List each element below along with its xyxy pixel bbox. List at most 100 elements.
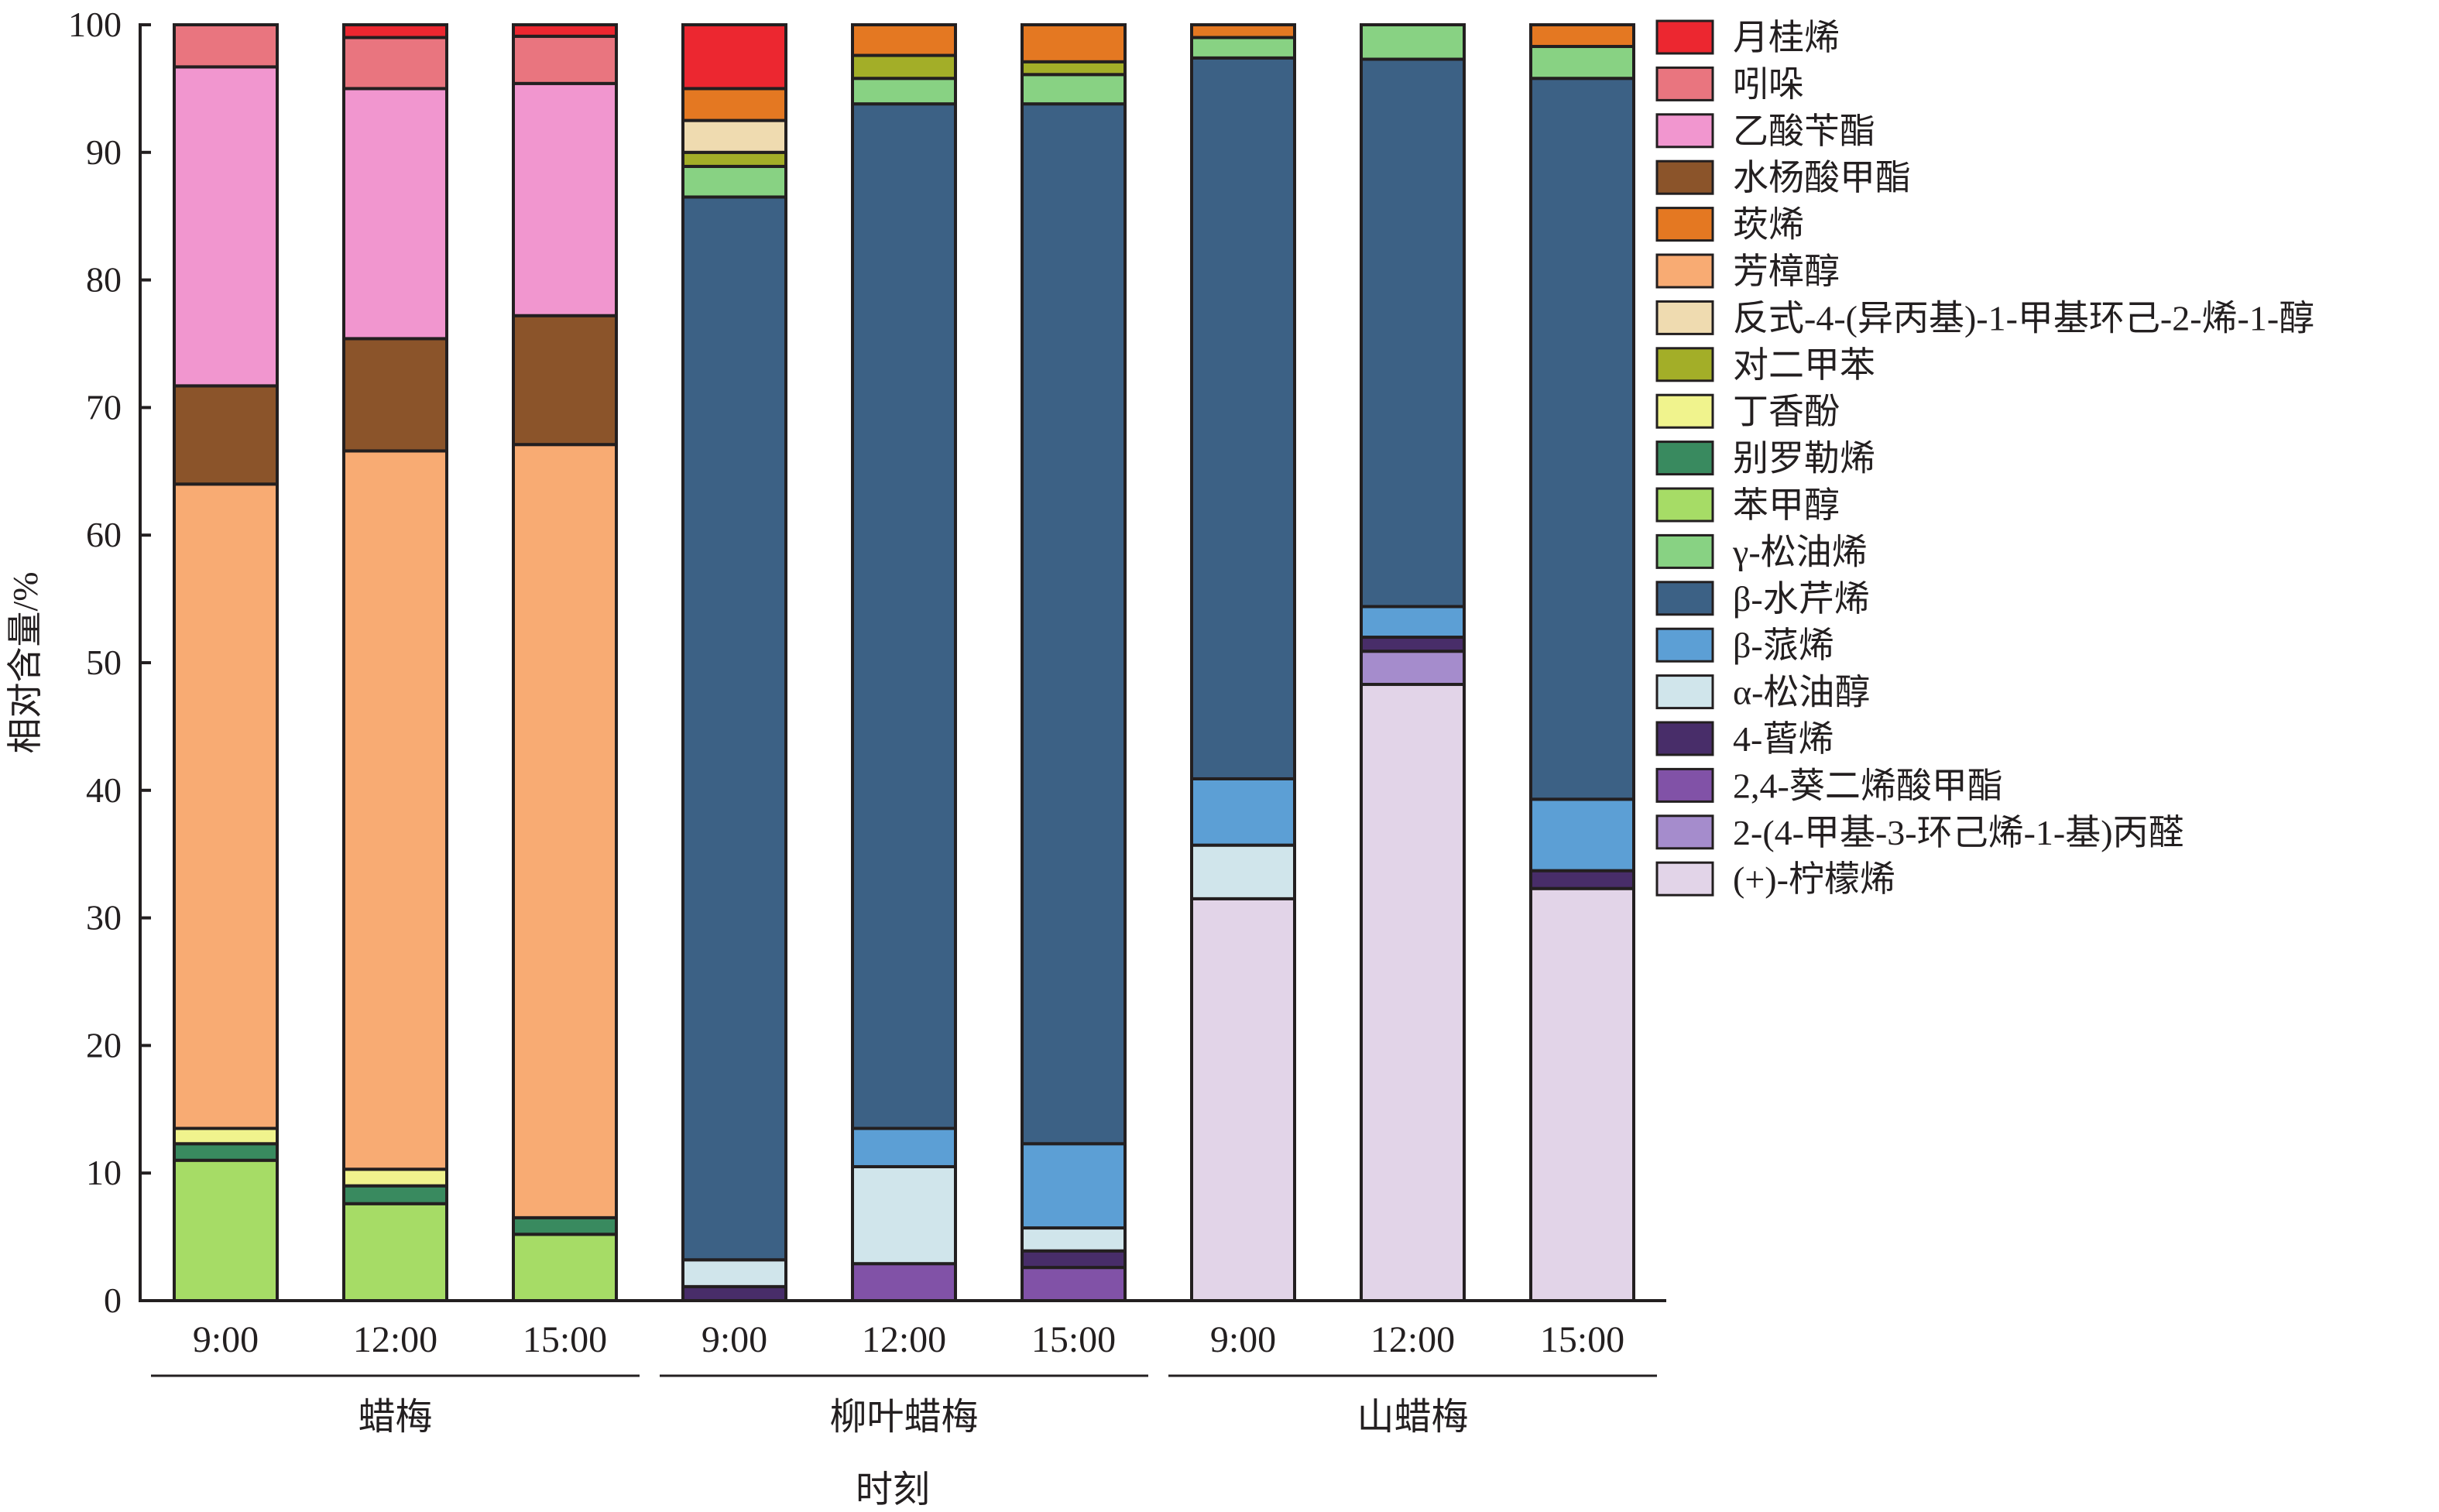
legend-swatch [1655, 533, 1714, 569]
legend-swatch [1655, 300, 1714, 335]
bar-segment [512, 443, 618, 1219]
legend-swatch [1655, 207, 1714, 242]
bar-segment [1360, 683, 1466, 1302]
bar-segment [1021, 60, 1127, 77]
bar-segment [1021, 1266, 1127, 1302]
bar-segment [512, 34, 618, 85]
legend-label: α-松油醇 [1733, 673, 1870, 712]
bar-segment [681, 87, 787, 122]
y-tick-label: 40 [86, 770, 122, 810]
bar-segment [851, 1262, 957, 1303]
legend-label: 吲哚 [1733, 64, 1804, 104]
bar-segment [1360, 636, 1466, 653]
legend-swatch [1655, 861, 1714, 897]
bar-segment [1529, 45, 1635, 81]
bar-segment [851, 77, 957, 106]
legend-label: 反式-4-(异丙基)-1-甲基环己-2-烯-1-醇 [1733, 298, 2314, 338]
bar-segment [173, 65, 279, 388]
legend-swatch [1655, 627, 1714, 663]
legend-item: 芳樟醇 [1655, 252, 1840, 291]
legend-item: 别罗勒烯 [1655, 439, 1875, 478]
legend-item: 吲哚 [1655, 64, 1804, 104]
legend-item: 4-蒈烯 [1655, 719, 1834, 759]
bar-segment [681, 150, 787, 168]
bar-segment [512, 1215, 618, 1236]
legend-swatch [1655, 159, 1714, 195]
bar-segment [342, 23, 448, 39]
y-tick-label: 0 [104, 1281, 122, 1320]
legend-item: 月桂烯 [1655, 18, 1840, 57]
y-tick-label: 70 [86, 387, 122, 427]
legend-label: 月桂烯 [1733, 18, 1840, 57]
bar-segment [1360, 605, 1466, 639]
bar-segment [681, 164, 787, 199]
y-axis-label: 相对含量/% [5, 571, 45, 753]
y-tick-label: 20 [86, 1025, 122, 1065]
y-tick-label: 50 [86, 643, 122, 682]
axes: 9:00 12:00 15:00 9:00 12:00 15:00 9:00 12:00 15:… [68, 5, 1666, 1438]
legend-label: (+)-柠檬烯 [1733, 859, 1895, 899]
bars [173, 23, 1635, 1303]
y-tick-label: 100 [68, 5, 122, 44]
bar-segment [173, 384, 279, 486]
legend-item: γ-松油烯 [1655, 532, 1868, 571]
bar-segment [1360, 57, 1466, 609]
y-tick-label: 30 [86, 898, 122, 938]
bar-segment [1021, 1249, 1127, 1270]
x-tick-label: 15:00 [1540, 1319, 1624, 1360]
bar-segment [681, 23, 787, 91]
bar-segment [1529, 797, 1635, 873]
bar-segment [851, 53, 957, 81]
bar-segment [1360, 23, 1466, 61]
y-tick-label: 10 [86, 1153, 122, 1192]
x-tick-label: 9:00 [702, 1319, 767, 1360]
legend-swatch [1655, 113, 1714, 149]
legend-swatch [1655, 393, 1714, 429]
legend-swatch [1655, 441, 1714, 476]
bar-segment [342, 36, 448, 91]
bar-segment [1021, 23, 1127, 63]
x-tick-label: 9:00 [1210, 1319, 1276, 1360]
legend-item: β-水芹烯 [1655, 579, 1870, 619]
bar-segment [1190, 843, 1296, 900]
bar-segment [512, 81, 618, 317]
bar-segment [1190, 56, 1296, 780]
legend: 月桂烯吲哚乙酸苄酯水杨酸甲酯莰烯芳樟醇反式-4-(异丙基)-1-甲基环己-2-烯… [1655, 18, 2314, 899]
bar-segment [851, 23, 957, 57]
bar-segment [851, 1126, 957, 1168]
legend-swatch [1655, 253, 1714, 289]
legend-swatch [1655, 581, 1714, 616]
legend-label: 别罗勒烯 [1733, 439, 1875, 478]
x-axis-label: 时刻 [856, 1469, 930, 1510]
bar-segment [681, 1284, 787, 1302]
x-tick-label: 12:00 [1370, 1319, 1455, 1360]
bar-segment [1190, 23, 1296, 39]
bar-segment [173, 1158, 279, 1302]
bar-segment [681, 195, 787, 1262]
legend-label: β-蒎烯 [1733, 626, 1834, 665]
bar-segment [1021, 1226, 1127, 1253]
bar-segment [1190, 897, 1296, 1302]
bar-segment [1529, 77, 1635, 801]
bar-segment [342, 1184, 448, 1205]
legend-item: 丁香酚 [1655, 392, 1840, 431]
legend-swatch [1655, 814, 1714, 850]
group-label: 蜡梅 [358, 1397, 432, 1438]
bar-segment [1529, 886, 1635, 1303]
bar-segment [681, 118, 787, 154]
legend-item: 对二甲苯 [1655, 345, 1875, 385]
bar-segment [173, 1126, 279, 1146]
legend-label: 4-蒈烯 [1733, 719, 1834, 759]
legend-label: β-水芹烯 [1733, 579, 1870, 619]
legend-swatch [1655, 767, 1714, 803]
legend-swatch [1655, 674, 1714, 710]
legend-label: 芳樟醇 [1733, 252, 1840, 291]
y-tick-label: 80 [86, 260, 122, 300]
bar-segment [851, 102, 957, 1130]
x-tick-label: 9:00 [193, 1319, 259, 1360]
legend-label: 苯甲醇 [1733, 485, 1840, 525]
legend-label: 2,4-葵二烯酸甲酯 [1733, 766, 2003, 805]
legend-item: (+)-柠檬烯 [1655, 859, 1895, 899]
group-label: 柳叶蜡梅 [829, 1397, 978, 1438]
